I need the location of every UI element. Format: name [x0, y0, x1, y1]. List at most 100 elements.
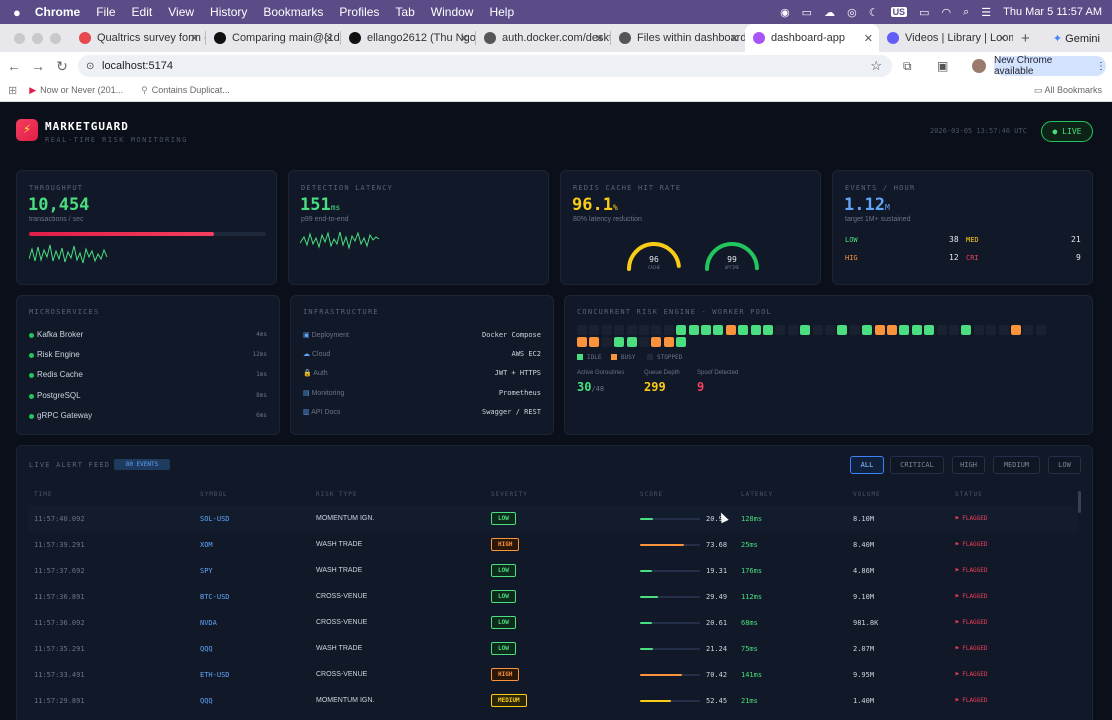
- battery-icon[interactable]: ▭: [919, 6, 930, 19]
- worker-cell-idle: [626, 337, 637, 347]
- table-row[interactable]: 11:57:35.291 QQQ WASH TRADE LOW 21.24 75ms 2.0…: [28, 636, 1078, 662]
- tab-2[interactable]: ellango2612 (Thu Ngo) ✕: [341, 24, 475, 52]
- tab-separator: [205, 31, 206, 45]
- symbol-cell[interactable]: ETH-USD: [200, 671, 230, 679]
- goroutines-value: 30/48: [577, 380, 604, 394]
- tab-3[interactable]: auth.docker.com/deskt ✕: [476, 24, 610, 52]
- menu-item-chrome[interactable]: Chrome: [34, 5, 81, 19]
- site-info-icon[interactable]: ⊙: [86, 60, 95, 72]
- table-row[interactable]: 11:57:36.891 BTC-USD CROSS-VENUE LOW 29.49 11…: [28, 584, 1078, 610]
- input-source[interactable]: US: [890, 7, 908, 17]
- symbol-cell[interactable]: QQQ: [200, 697, 213, 705]
- column-header-status: STATUS: [955, 491, 983, 498]
- apps-icon[interactable]: ⊞: [8, 85, 18, 97]
- latency-cell: 112ms: [741, 593, 763, 601]
- risk-type-cell: MOMENTUM IGN.: [316, 515, 375, 522]
- tab-5[interactable]: dashboard-app ✕: [745, 24, 879, 52]
- menu-item-tab[interactable]: Tab: [395, 5, 415, 19]
- close-tab-icon[interactable]: ✕: [997, 32, 1007, 45]
- book-icon: ▥: [303, 408, 312, 416]
- menu-item-view[interactable]: View: [168, 5, 195, 19]
- extensions-icon[interactable]: ⧉: [903, 58, 912, 73]
- address-bar[interactable]: ⊙ localhost:5174 ☆: [78, 55, 892, 77]
- close-tab-icon[interactable]: ✕: [594, 32, 604, 45]
- reload-icon[interactable]: ↻: [56, 57, 68, 74]
- tab-6[interactable]: Videos | Library | Loom ✕: [879, 24, 1013, 52]
- tab-4[interactable]: Files within dashboard/✕: [611, 24, 745, 52]
- volume-cell: 981.8K: [853, 619, 879, 627]
- symbol-cell[interactable]: XOM: [200, 541, 213, 549]
- table-row[interactable]: 11:57:39.291 XOM WASH TRADE HIGH 73.68 25ms 8.…: [28, 532, 1078, 558]
- wifi-icon[interactable]: ◠: [941, 6, 952, 19]
- status-dot-icon: [29, 413, 34, 419]
- new-chrome-button[interactable]: New Chrome available ⋮: [994, 55, 1106, 77]
- latency-unit: ms: [330, 203, 341, 212]
- symbol-cell[interactable]: BTC-USD: [200, 593, 230, 601]
- filter-all[interactable]: ALL: [850, 456, 884, 474]
- filter-critical[interactable]: CRITICAL: [890, 456, 944, 474]
- tab-1[interactable]: Comparing main@{1day ✕: [206, 24, 340, 52]
- infrastructure-card: INFRASTRUCTURE ▣ Deployment Docker Compos…: [290, 295, 554, 435]
- control-center-icon[interactable]: ☰: [981, 6, 992, 19]
- filter-high[interactable]: HIGH: [952, 456, 985, 474]
- apple-icon[interactable]: ●: [13, 4, 21, 20]
- clock[interactable]: Thu Mar 5 11:57 AM: [1003, 6, 1102, 18]
- events-unit: M: [884, 203, 890, 212]
- moon-icon[interactable]: ☾: [868, 6, 879, 19]
- menu-item-bookmarks[interactable]: Bookmarks: [263, 5, 324, 19]
- worker-cell-idle: [837, 325, 848, 335]
- table-scrollbar[interactable]: [1078, 491, 1081, 513]
- menu-item-file[interactable]: File: [96, 5, 116, 19]
- table-row[interactable]: 11:57:37.692 SPY WASH TRADE LOW 19.31 176ms 4.…: [28, 558, 1078, 584]
- bookmark-label: Contains Duplicat...: [151, 85, 230, 95]
- count-low-value: 38: [949, 235, 959, 244]
- table-row[interactable]: 11:57:29.891 QQQ MOMENTUM IGN. MEDIUM 52.45 2…: [28, 688, 1078, 714]
- tab-0[interactable]: Qualtrics survey form - ✕: [71, 24, 205, 52]
- table-row[interactable]: 11:57:40.092 SOL-USD MOMENTUM IGN. LOW 20.9 1…: [28, 506, 1078, 532]
- forward-icon[interactable]: →: [31, 58, 45, 74]
- close-tab-icon[interactable]: ✕: [863, 32, 873, 45]
- events-number: 1.12: [844, 195, 885, 215]
- close-tab-icon[interactable]: ✕: [189, 32, 199, 45]
- menu-item-edit[interactable]: Edit: [131, 5, 153, 19]
- search-icon[interactable]: ⌕: [963, 5, 970, 18]
- time-cell: 11:57:36.092: [34, 619, 85, 627]
- menu-item-history[interactable]: History: [210, 5, 248, 19]
- bookmark-1[interactable]: ⚲ Contains Duplicat...: [141, 85, 230, 96]
- worker-cell-idle: [713, 325, 724, 335]
- symbol-cell[interactable]: SOL-USD: [200, 515, 230, 523]
- more-icon[interactable]: ⋮: [1096, 60, 1106, 72]
- gemini-button[interactable]: ✦ Gemini: [1053, 32, 1100, 45]
- filter-low[interactable]: LOW: [1048, 456, 1081, 474]
- symbol-cell[interactable]: QQQ: [200, 645, 213, 653]
- worker-cell-stopped: [812, 325, 823, 335]
- bookmark-0[interactable]: ▶ Now or Never (201...: [29, 85, 123, 96]
- symbol-cell[interactable]: SPY: [200, 567, 213, 575]
- worker-cell-idle: [911, 325, 922, 335]
- weather-icon[interactable]: ☁: [824, 6, 836, 19]
- close-tab-icon[interactable]: ✕: [459, 32, 469, 45]
- infra-key: Monitoring: [311, 389, 345, 397]
- menu-item-window[interactable]: Window: [430, 5, 474, 19]
- minimize-window-button[interactable]: [32, 32, 43, 44]
- filter-medium[interactable]: MEDIUM: [993, 456, 1040, 474]
- bookmark-star-icon[interactable]: ☆: [870, 58, 882, 73]
- sync-icon[interactable]: ◎: [847, 6, 857, 19]
- symbol-cell[interactable]: NVDA: [200, 619, 217, 627]
- record-icon[interactable]: ◉: [780, 6, 790, 19]
- zoom-window-button[interactable]: [50, 32, 61, 44]
- close-tab-icon[interactable]: ✕: [729, 32, 739, 45]
- profile-avatar[interactable]: [972, 59, 986, 73]
- sidebar-icon[interactable]: ▣: [937, 59, 949, 73]
- screen-icon[interactable]: ▭: [801, 6, 813, 19]
- back-icon[interactable]: ←: [7, 58, 21, 74]
- all-bookmarks[interactable]: ▭ All Bookmarks: [1034, 85, 1102, 96]
- close-window-button[interactable]: [14, 32, 25, 44]
- new-tab-icon[interactable]: +: [1021, 29, 1030, 47]
- table-row[interactable]: 11:57:33.491 ETH-USD CROSS-VENUE HIGH 70.42 1…: [28, 662, 1078, 688]
- menu-item-profiles[interactable]: Profiles: [339, 5, 380, 19]
- menu-item-help[interactable]: Help: [489, 5, 515, 19]
- table-row[interactable]: 11:57:36.092 NVDA CROSS-VENUE LOW 20.61 68ms 9…: [28, 610, 1078, 636]
- live-badge[interactable]: ● LIVE: [1041, 121, 1093, 142]
- close-tab-icon[interactable]: ✕: [324, 32, 334, 45]
